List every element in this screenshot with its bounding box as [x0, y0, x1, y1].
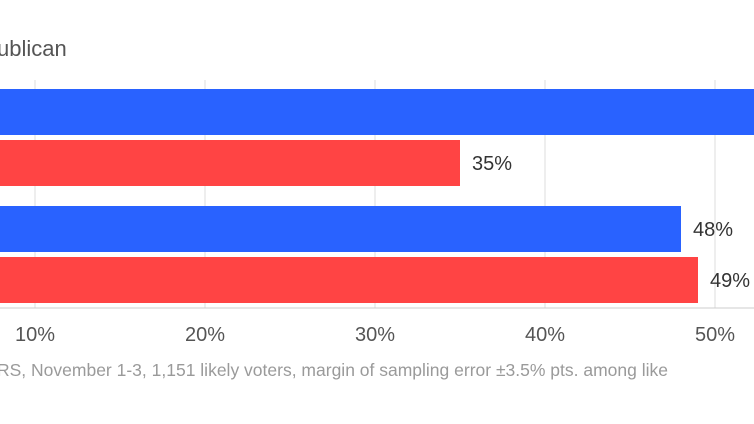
data-labels: 35% 48% 49% [472, 153, 750, 292]
tick-label-30: 30% [355, 324, 395, 346]
bar-republican-1 [0, 140, 460, 186]
bar-democrat-2 [0, 206, 681, 252]
bar-democrat-1 [0, 89, 754, 135]
data-label-republican-2: 49% [710, 270, 750, 292]
legend-label-republican: ublican [0, 36, 67, 61]
tick-label-40: 40% [525, 324, 565, 346]
bars [0, 89, 754, 303]
data-label-republican-1: 35% [472, 153, 512, 175]
data-label-democrat-2: 48% [693, 219, 733, 241]
x-axis-ticks: 10% 20% 30% 40% 50% [15, 324, 735, 346]
bar-republican-2 [0, 257, 698, 303]
tick-label-50: 50% [695, 324, 735, 346]
tick-label-10: 10% [15, 324, 55, 346]
source-note: RS, November 1-3, 1,151 likely voters, m… [0, 360, 668, 380]
tick-label-20: 20% [185, 324, 225, 346]
